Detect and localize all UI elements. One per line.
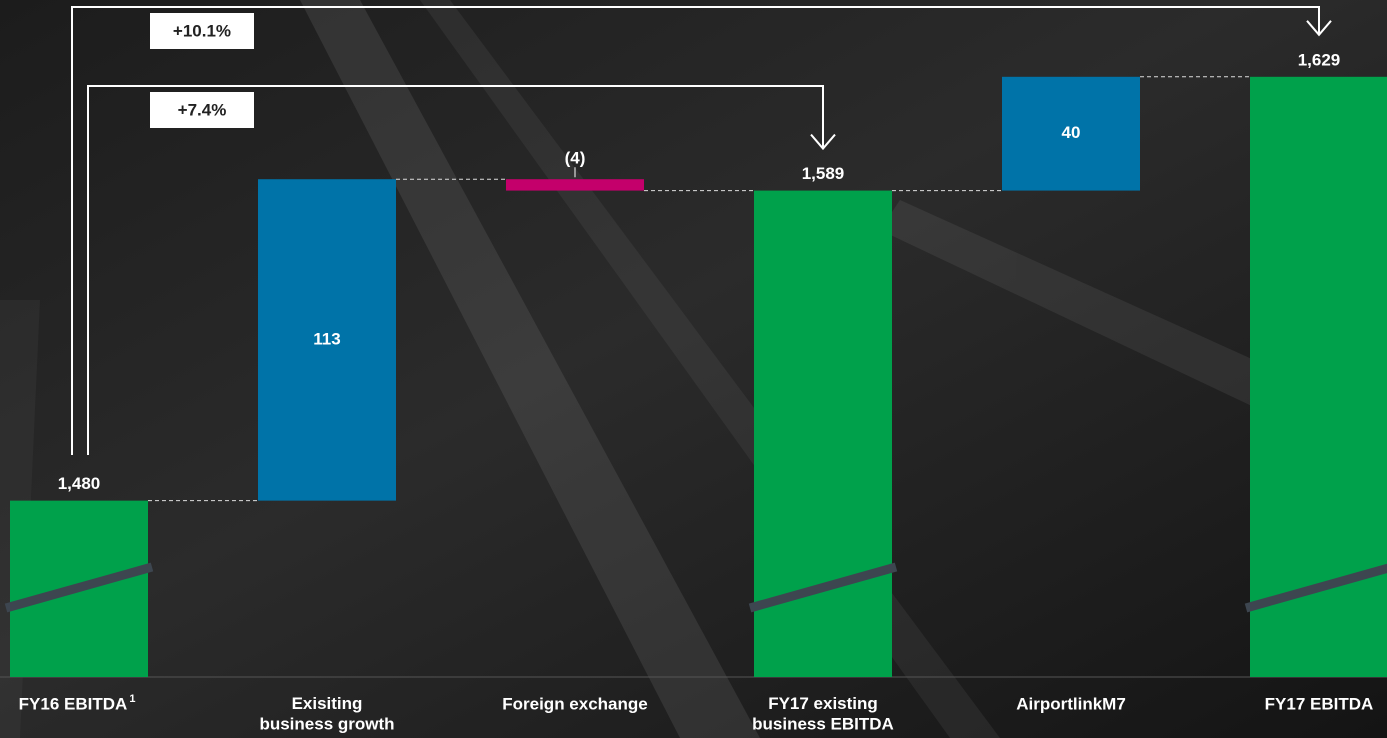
x-tick-label: FY16 EBITDA: [19, 694, 128, 713]
annotation-label: +7.4%: [178, 100, 227, 119]
annotation-box: [150, 92, 254, 128]
annotation-label: +10.1%: [173, 21, 231, 40]
bar: [1002, 76, 1140, 191]
axis-break: [4, 562, 154, 613]
bracket: [71, 6, 1320, 455]
footnote-marker: 1: [129, 693, 135, 705]
x-tick-label: FY17 existing business EBITDA: [752, 694, 894, 733]
plot: 1,480 FY16 EBITDA 1 113 Exisiting business gr…: [4, 6, 1387, 734]
x-tick-label: AirportlinkM7: [1016, 694, 1126, 713]
x-tick-label: Exisiting business growth: [259, 694, 394, 733]
arrowhead: [810, 133, 836, 151]
bar: [258, 179, 396, 501]
axis-break: [748, 562, 898, 613]
bar: [506, 179, 644, 191]
value-label: 40: [1062, 123, 1081, 142]
value-label: 1,480: [58, 474, 101, 493]
x-tick-label: Foreign exchange: [502, 694, 647, 713]
value-label: 1,589: [802, 164, 845, 183]
value-label: 113: [313, 329, 340, 348]
value-label: 1,629: [1298, 50, 1341, 69]
arrowhead: [1306, 20, 1332, 37]
bracket: [87, 85, 824, 455]
annotation-box: [150, 13, 254, 49]
axis-break: [1244, 563, 1387, 613]
x-tick-label: FY17 EBITDA: [1265, 694, 1374, 713]
value-label: (4): [565, 149, 586, 168]
